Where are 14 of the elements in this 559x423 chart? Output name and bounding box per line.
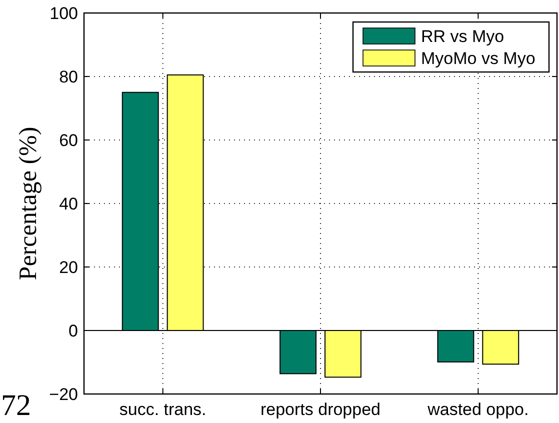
y-tick-label: 100 <box>50 4 78 23</box>
legend-label: RR vs Myo <box>421 27 504 46</box>
y-axis-title: Percentage (%) <box>15 126 42 280</box>
legend-label: MyoMo vs Myo <box>421 49 536 68</box>
y-tick-label: −20 <box>49 384 78 404</box>
x-tick-label: succ. trans. <box>119 400 206 419</box>
y-tick-label: 40 <box>59 194 78 214</box>
x-tick-label: wasted oppo. <box>426 400 529 419</box>
y-tick-label: 20 <box>59 258 78 277</box>
text: 72 <box>1 389 31 422</box>
y-tick-label: 60 <box>59 130 78 150</box>
x-tick-label: reports dropped <box>260 400 381 419</box>
y-tick-label: 0 <box>68 321 78 340</box>
y-tick-label: 80 <box>59 67 78 86</box>
